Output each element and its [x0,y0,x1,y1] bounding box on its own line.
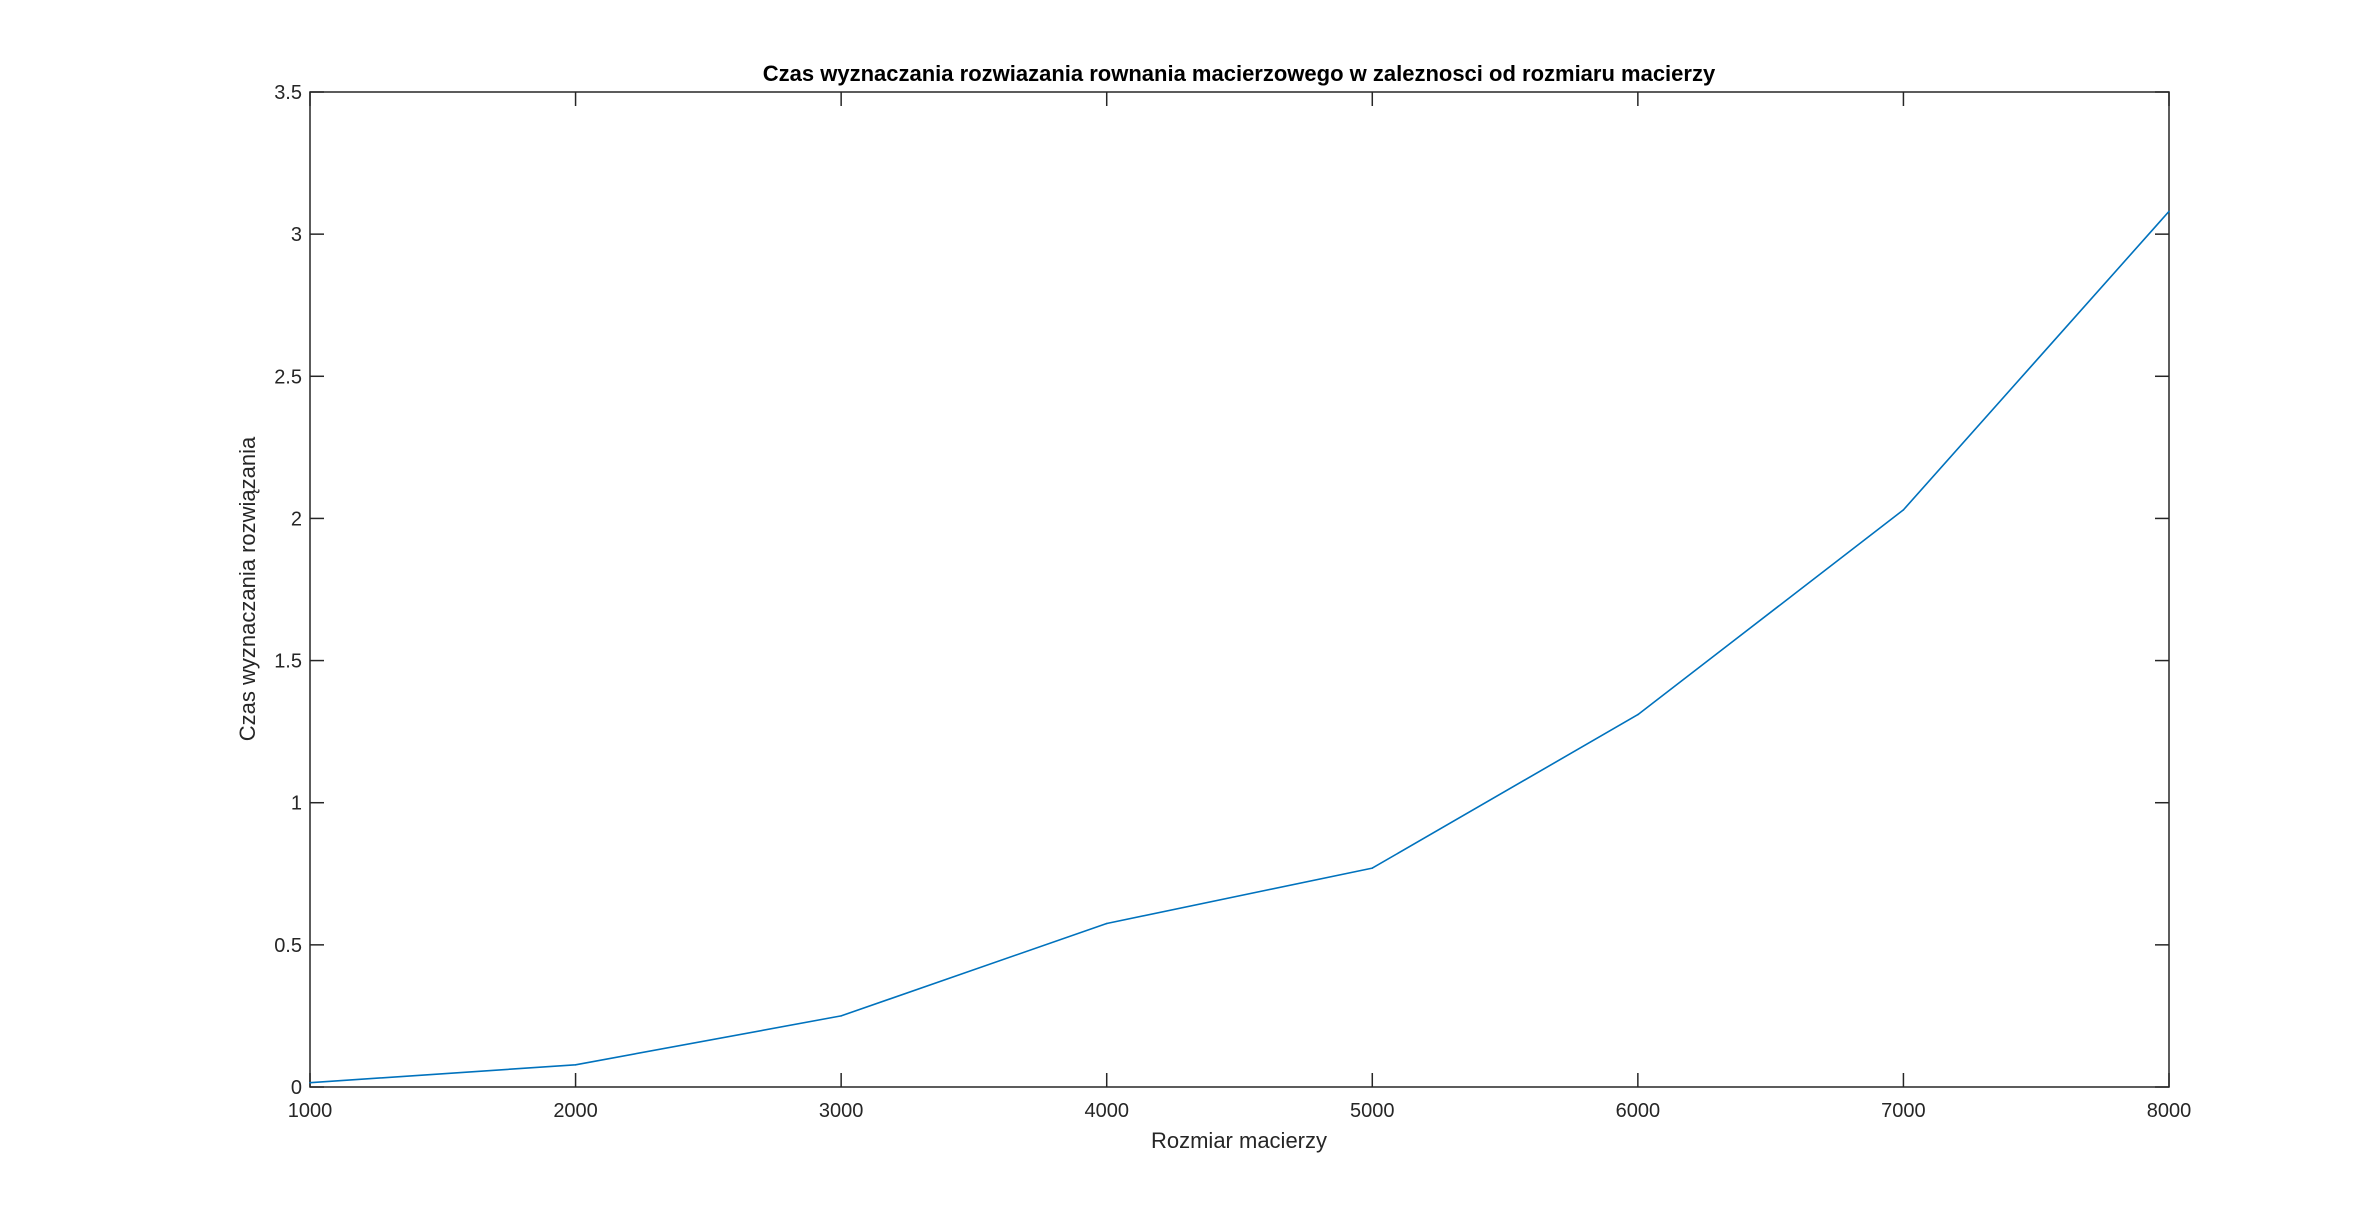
x-axis: 1000 2000 3000 4000 5000 6000 7000 8000 [288,92,2192,1122]
x-tick-label: 5000 [1350,1100,1395,1122]
y-tick-label: 0 [291,1077,302,1099]
data-point [1371,867,1374,869]
data-point [1105,922,1108,925]
y-axis: 0 0.5 1 1.5 2 2.5 3 3.5 [274,82,2169,1099]
y-tick-label: 1.5 [274,651,302,673]
x-tick-label: 1000 [288,1100,333,1122]
x-tick-label: 6000 [1616,1100,1661,1122]
y-tick-label: 2 [291,508,302,530]
data-point [309,1081,311,1084]
data-point [840,1015,842,1017]
data-point [1902,509,1905,511]
x-tick-label: 3000 [819,1100,864,1122]
x-axis-label: Rozmiar macierzy [1151,1128,1327,1153]
y-tick-label: 2.5 [274,366,302,388]
plot-area [309,91,2170,1088]
x-tick-label: 4000 [1084,1100,1129,1122]
y-tick-label: 3 [291,224,302,246]
series-line [309,210,2170,1084]
x-tick-label: 7000 [1881,1100,1926,1122]
series-layer [309,210,2170,1084]
y-tick-label: 0.5 [274,935,302,957]
y-tick-label: 3.5 [274,82,302,104]
y-axis-label: Czas wyznaczania rozwiązania [235,436,260,741]
chart-title: Czas wyznaczania rozwiazania rownania ma… [763,61,1716,86]
data-point [574,1064,577,1066]
data-point [1637,713,1639,716]
y-tick-label: 1 [291,793,302,815]
x-tick-label: 8000 [2147,1100,2192,1122]
data-point [2168,210,2170,213]
x-tick-label: 2000 [553,1100,598,1122]
